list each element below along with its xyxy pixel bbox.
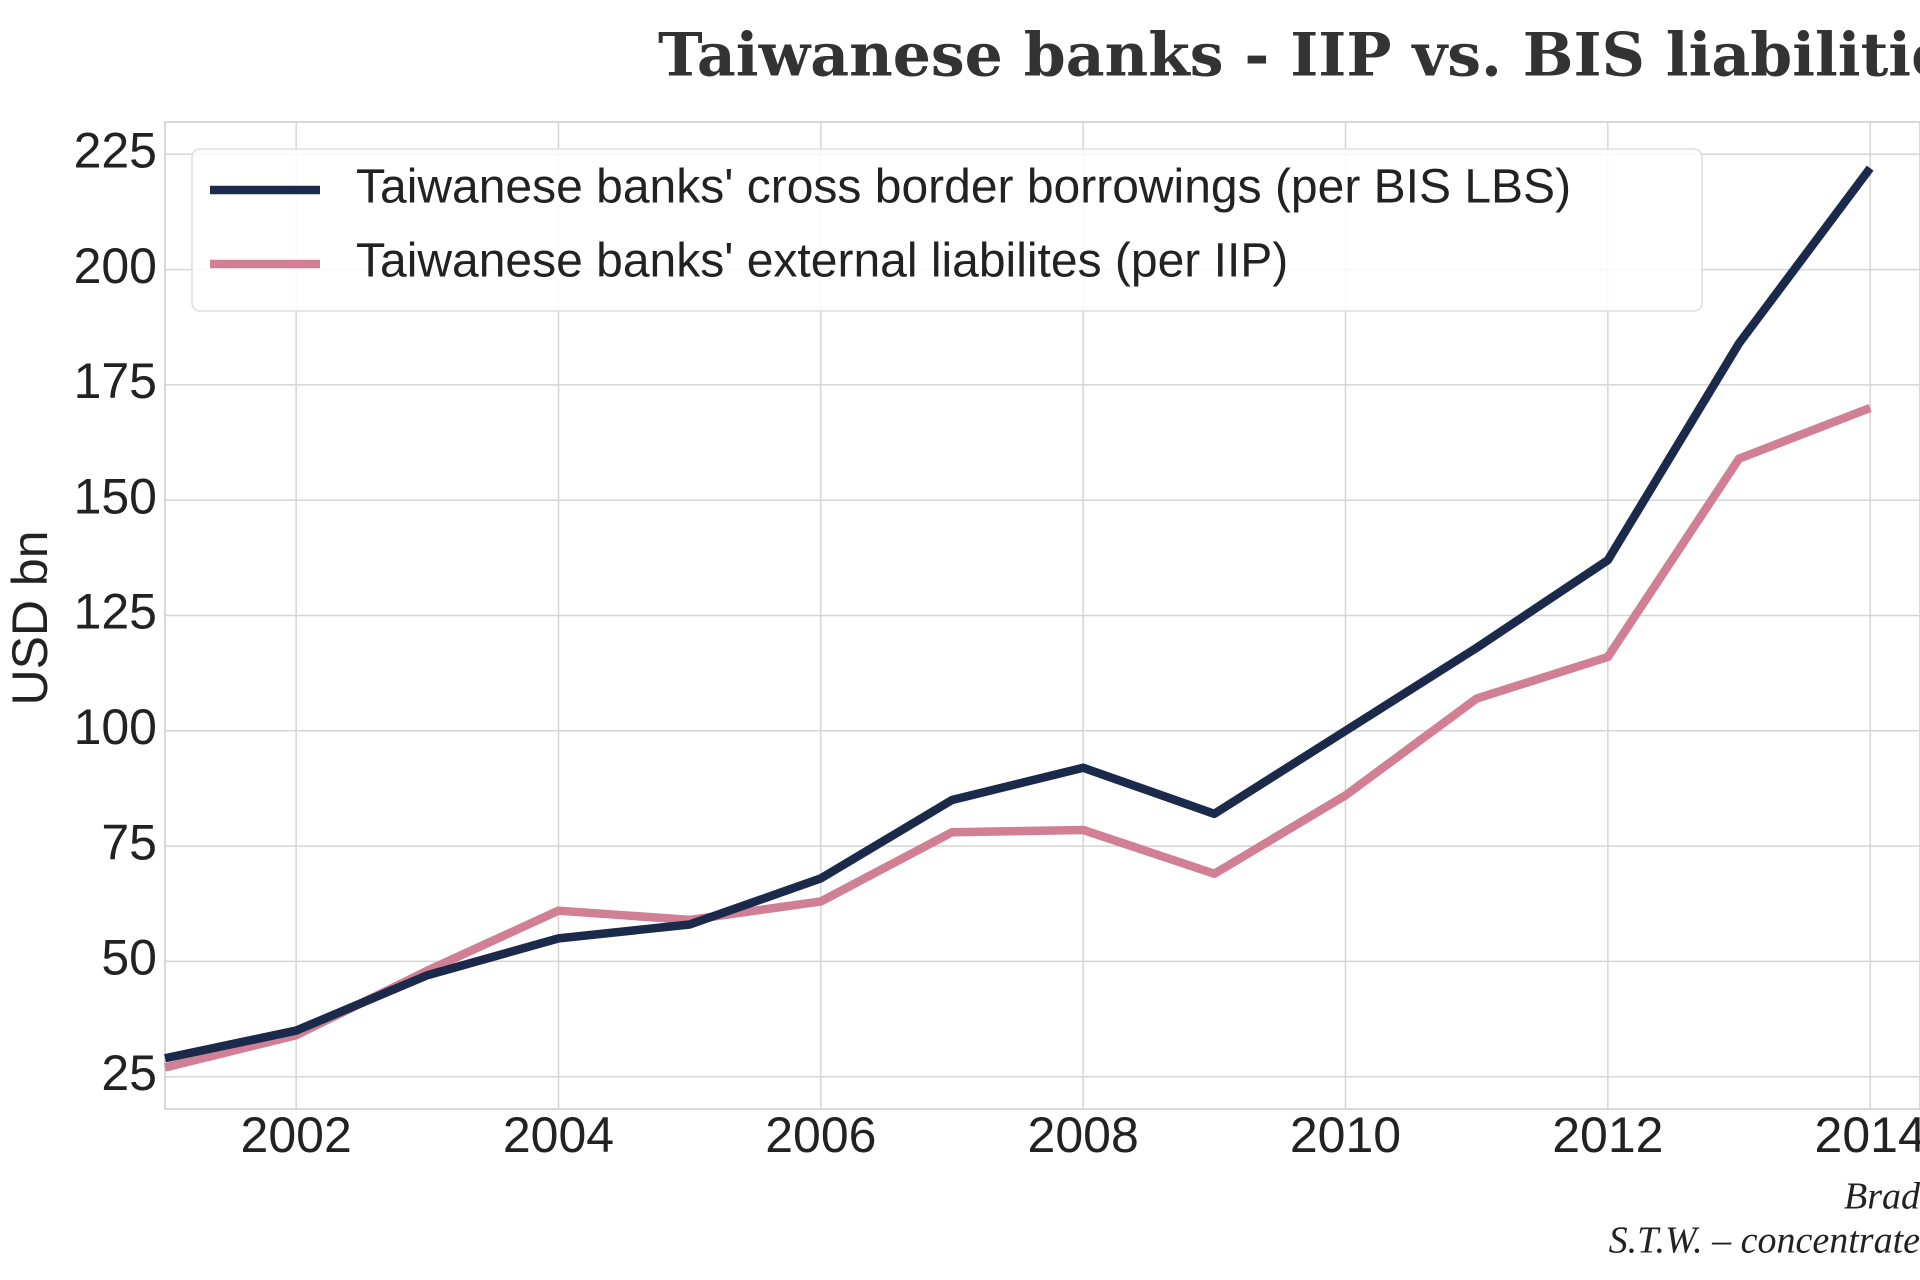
legend-box bbox=[191, 148, 1703, 312]
chart-title: Taiwanese banks - IIP vs. BIS liabilitie… bbox=[658, 21, 1920, 91]
y-axis-label: USD bn bbox=[2, 530, 58, 705]
y-tick-label: 150 bbox=[74, 468, 157, 524]
y-tick-label: 175 bbox=[74, 353, 157, 409]
legend-label: Taiwanese banks' external liabilites (pe… bbox=[356, 235, 1288, 288]
x-tick-label: 2010 bbox=[1290, 1107, 1401, 1163]
y-tick-label: 100 bbox=[74, 699, 157, 755]
x-tick-label: 2002 bbox=[241, 1107, 352, 1163]
y-tick-label: 200 bbox=[74, 238, 157, 294]
x-tick-label: 2008 bbox=[1028, 1107, 1139, 1163]
x-tick-label: 2006 bbox=[765, 1107, 876, 1163]
series-line bbox=[163, 403, 1872, 1072]
legend-label: Taiwanese banks' cross border borrowings… bbox=[356, 161, 1571, 214]
series-line bbox=[164, 165, 1874, 1063]
footer-source: S.T.W. – concentrate bbox=[1609, 1220, 1920, 1262]
x-tick-label: 2004 bbox=[503, 1107, 614, 1163]
y-tick-label: 25 bbox=[101, 1045, 157, 1101]
y-tick-label: 125 bbox=[74, 584, 157, 640]
x-tick-label: 2012 bbox=[1552, 1107, 1663, 1163]
y-tick-label: 75 bbox=[101, 814, 157, 870]
y-tick-label: 225 bbox=[74, 122, 157, 178]
footer-author: Brad bbox=[1844, 1176, 1920, 1218]
y-tick-label: 50 bbox=[101, 930, 157, 986]
x-tick-label: 2014 bbox=[1815, 1107, 1920, 1163]
